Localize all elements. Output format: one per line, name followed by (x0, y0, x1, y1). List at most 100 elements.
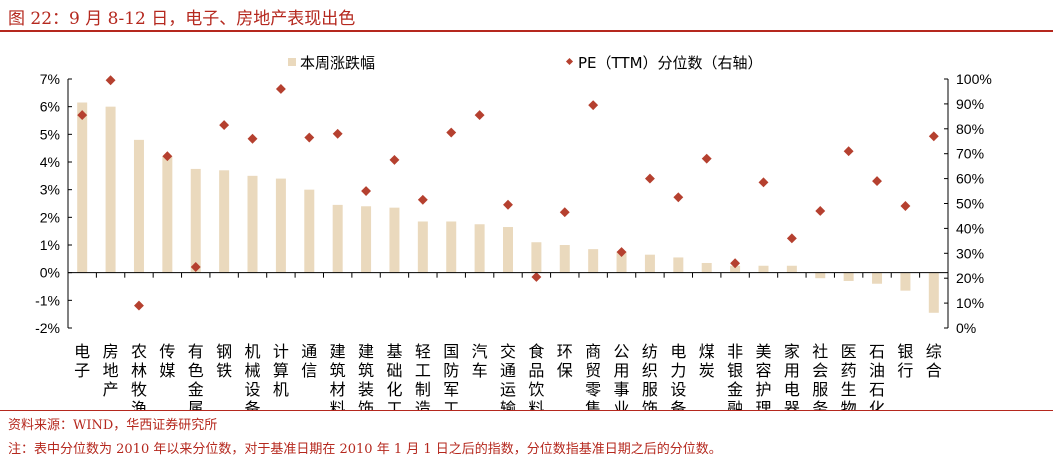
category-label: 炭 (699, 361, 715, 380)
bar (843, 272, 854, 281)
right-tick-label: 50% (956, 196, 984, 212)
bar (77, 102, 88, 273)
bar (730, 265, 741, 273)
category-label: 公 (614, 342, 630, 361)
category-label: 装 (358, 380, 374, 399)
footnote: 注：表中分位数为 2010 年以来分位数，对于基准日期在 2010 年 1 月 … (8, 442, 722, 457)
pe-marker (531, 272, 542, 282)
category-label: 通 (301, 342, 317, 361)
pe-marker (275, 84, 286, 94)
right-tick-label: 100% (956, 71, 992, 87)
category-label: 综 (926, 342, 942, 361)
right-tick-label: 80% (956, 121, 984, 137)
category-label: 零 (585, 380, 601, 399)
category-label: 军 (443, 380, 459, 399)
bar (219, 170, 230, 273)
category-label: 织 (642, 361, 658, 380)
bar (701, 262, 712, 273)
category-label: 油 (869, 361, 885, 380)
figure-title: 图 22：9 月 8-12 日，电子、房地产表现出色 (8, 9, 356, 29)
category-label: 建 (330, 342, 346, 361)
left-tick-label: 7% (40, 71, 60, 87)
category-label: 家 (784, 342, 800, 361)
pe-marker (730, 258, 741, 269)
category-label: 护 (755, 380, 771, 399)
category-label: 国 (443, 342, 459, 361)
category-label: 渔 (131, 399, 147, 410)
pe-marker (758, 177, 769, 188)
category-label: 有 (188, 342, 204, 361)
category-label: 化 (869, 399, 885, 410)
category-label: 合 (926, 361, 942, 380)
pe-marker (815, 206, 826, 216)
right-tick-label: 40% (956, 220, 984, 236)
category-label: 料 (528, 399, 544, 410)
pe-marker (417, 194, 428, 205)
bar (304, 189, 315, 273)
category-label: 算 (273, 361, 289, 380)
bar (446, 221, 457, 273)
category-label: 备 (670, 399, 686, 410)
category-label: 通 (500, 361, 516, 380)
bar (247, 175, 258, 273)
category-label: 运 (500, 380, 516, 399)
category-label: 建 (358, 342, 374, 361)
legend-bar-swatch (288, 58, 296, 66)
pe-marker (361, 186, 372, 196)
category-label: 信 (301, 361, 317, 380)
category-label: 制 (415, 380, 431, 399)
category-label: 防 (443, 361, 459, 380)
left-tick-label: 0% (40, 265, 60, 281)
category-label: 服 (642, 380, 658, 399)
category-label: 铁 (216, 361, 232, 380)
bar (389, 207, 400, 273)
right-tick-label: 90% (956, 96, 984, 112)
category-label: 机 (245, 342, 261, 361)
bar (616, 251, 627, 273)
category-label: 保 (557, 361, 573, 380)
category-label: 社 (812, 342, 828, 361)
pe-marker (872, 176, 882, 187)
bar (900, 272, 911, 291)
pe-marker (332, 128, 343, 139)
left-tick-label: 3% (40, 182, 60, 198)
category-label: 药 (841, 361, 857, 380)
category-label: 容 (755, 361, 771, 380)
category-label: 理 (755, 399, 771, 410)
category-label: 工 (386, 399, 402, 410)
category-label: 交 (500, 342, 516, 361)
right-tick-label: 70% (956, 146, 984, 162)
left-tick-label: 6% (40, 99, 60, 115)
category-label: 基 (386, 342, 402, 361)
category-label: 行 (897, 361, 913, 380)
category-label: 电 (784, 380, 800, 399)
category-label: 医 (841, 342, 857, 361)
category-label: 料 (330, 399, 346, 410)
category-label: 纺 (642, 342, 658, 361)
bar (133, 139, 144, 273)
category-label: 房 (103, 342, 119, 361)
category-label: 传 (159, 342, 175, 361)
bar (786, 265, 797, 273)
category-label: 设 (670, 380, 686, 399)
pe-marker (644, 173, 655, 184)
pe-marker (446, 127, 457, 138)
category-label: 饮 (528, 380, 544, 399)
left-tick-label: 4% (40, 154, 60, 170)
category-label: 石 (869, 380, 885, 399)
category-label: 石 (869, 342, 885, 361)
legend-marker-label: PE（TTM）分位数（右轴） (578, 54, 763, 72)
bar (531, 242, 542, 273)
bar (162, 156, 173, 273)
category-label: 贸 (585, 361, 601, 380)
category-label: 事 (614, 380, 630, 399)
pe-marker (105, 75, 116, 86)
category-label: 非 (727, 342, 743, 361)
pe-marker (162, 151, 173, 162)
category-label: 煤 (699, 342, 715, 361)
category-label: 融 (727, 399, 743, 410)
bar (275, 178, 286, 273)
right-tick-label: 0% (956, 320, 976, 336)
category-label: 筑 (358, 361, 374, 380)
pe-marker (786, 233, 797, 244)
